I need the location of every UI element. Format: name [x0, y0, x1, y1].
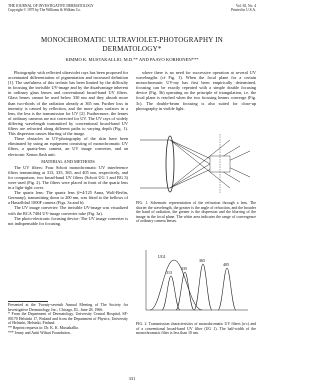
- figure-1-caption: FIG. 1. Schematic representation of the …: [136, 201, 256, 224]
- footnote: ** Reprint requests to: Dr. K. K. Mustak…: [8, 325, 80, 330]
- journal-name: THE JOURNAL OF INVESTIGATIVE DERMATOLOGY: [8, 4, 94, 8]
- paragraph: The UV image converter: The invisible UV…: [8, 205, 128, 216]
- printed-in: Printed in U.S.A.: [231, 8, 256, 13]
- curve-label: UG1: [158, 254, 166, 259]
- footnote: Presented at the Twenty-seventh Annual M…: [8, 303, 128, 312]
- figure-2-caption: FIG. 2. Transmission characteristics of …: [136, 322, 256, 336]
- page: THE JOURNAL OF INVESTIGATIVE DERMATOLOGY…: [8, 4, 256, 381]
- rays: [140, 139, 251, 189]
- curve-label: 335: [181, 266, 187, 271]
- section-heading: MATERIAL AND METHODS: [41, 158, 95, 164]
- paragraph: where there is no need for successive op…: [136, 70, 256, 111]
- paragraph: The UV filters: Four Schott monochromati…: [8, 164, 128, 191]
- paragraph: The quartz lens: The quartz lens (f=4/12…: [8, 190, 128, 206]
- figure-2-graph: UG1 313 335 365 405: [145, 250, 248, 311]
- curve-label: 313: [166, 270, 172, 275]
- right-column: where there is no need for successive op…: [136, 70, 256, 111]
- page-number: 331: [128, 376, 136, 381]
- volume: Vol. 65, No. 4: [235, 4, 256, 8]
- paragraph: The photo-electronic focusing device: Th…: [8, 215, 128, 226]
- paragraph: Photography with reflected ultraviolet r…: [8, 70, 128, 137]
- footnote-rule: [8, 301, 48, 302]
- figure-1-diagram: [140, 134, 251, 194]
- curve-label: 365: [199, 258, 205, 263]
- left-column: Photography with reflected ultraviolet r…: [8, 70, 128, 226]
- paper-title: MONOCHROMATIC ULTRAVIOLET-PHOTOGRAPHY IN…: [41, 36, 223, 53]
- paragraph: These obstacles in UV-photography of the…: [8, 136, 128, 157]
- footnote: *** Jenny and Antti Wihuri Foundation.: [8, 330, 71, 335]
- authors: KIMMO K. MUSTAKALLIO, M.D.** AND PAAVO K…: [65, 57, 199, 62]
- copyright: Copyright © 1975 by The Williams & Wilki…: [8, 8, 81, 13]
- footnote: * From the Department of Dermatology, Un…: [8, 312, 128, 326]
- transmission-curves: [149, 259, 237, 311]
- footnotes: Presented at the Twenty-seventh Annual M…: [8, 303, 128, 335]
- lens: [165, 135, 175, 193]
- running-header: THE JOURNAL OF INVESTIGATIVE DERMATOLOGY…: [8, 4, 256, 12]
- curve-label: 405: [223, 262, 229, 267]
